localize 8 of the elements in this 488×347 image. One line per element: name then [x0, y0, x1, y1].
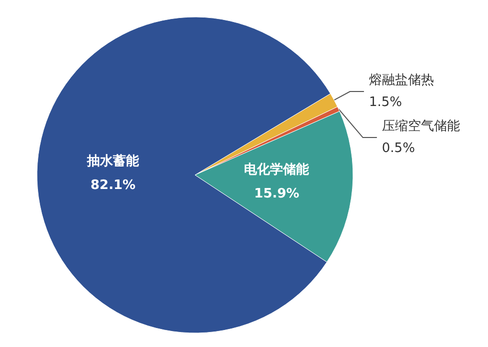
slice-label: 熔融盐储热 — [368, 73, 434, 88]
slice-label: 抽水蓄能 — [86, 152, 140, 169]
data-label: 1.5% — [368, 95, 402, 110]
slice-label: 电化学储能 — [244, 161, 310, 178]
slice-label: 压缩空气储能 — [382, 119, 460, 134]
data-label: 82.1% — [90, 178, 136, 193]
data-label: 0.5% — [382, 141, 415, 156]
data-label: 15.9% — [254, 186, 300, 202]
